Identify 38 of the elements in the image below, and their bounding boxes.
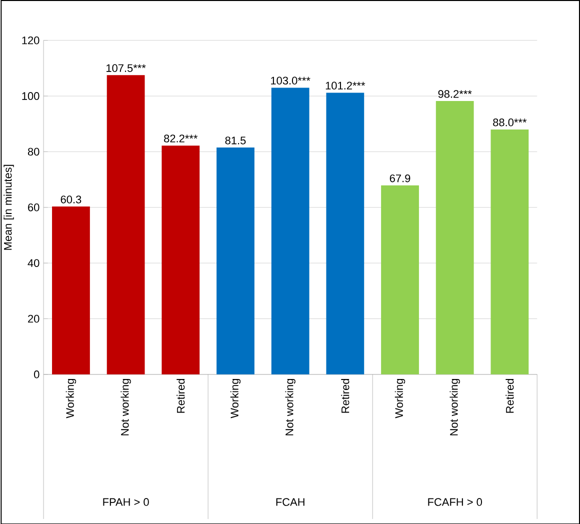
bar [490, 129, 529, 374]
x-tick-label: Retired [506, 378, 514, 412]
text: FCAFH > 0 [428, 498, 482, 506]
data-label: 82.2*** [164, 134, 198, 142]
x-tick-label: Not working [120, 378, 131, 436]
text: FPAH > 0 [103, 498, 149, 506]
text: FCAH [276, 498, 304, 506]
y-axis-title: Mean [in minutes] [4, 164, 14, 250]
bar [216, 147, 254, 374]
data-label: 88.0*** [493, 118, 527, 126]
y-tick-label: 0 [34, 370, 40, 378]
x-tick-label: Not working [285, 378, 296, 436]
bar [52, 206, 90, 374]
y-tick-label: 80 [28, 148, 40, 156]
x-tick-label: Working [66, 378, 76, 418]
y-tick-label: 60 [28, 203, 40, 212]
y-tick-label: 120 [22, 36, 40, 44]
data-label: 67.9 [390, 174, 410, 182]
data-label: 98.2*** [438, 90, 472, 98]
data-label: 60.3 [60, 195, 82, 204]
x-tick-label: Retired [341, 378, 350, 412]
data-label: 103.0*** [271, 76, 310, 84]
bar [106, 74, 145, 374]
data-label: 107.5*** [106, 64, 146, 72]
x-tick-label: Working [394, 378, 406, 418]
data-label: 81.5 [225, 136, 246, 144]
x-tick-label: Retired [176, 378, 185, 412]
bar [381, 185, 419, 374]
bar [271, 87, 310, 374]
bar [162, 145, 200, 374]
data-label: 101.2*** [326, 82, 366, 90]
y-tick-label: 20 [28, 314, 40, 322]
y-tick-label: 100 [22, 92, 40, 100]
bar [326, 92, 364, 374]
bar [436, 100, 474, 374]
x-tick-label: Not working [450, 378, 460, 436]
x-tick-label: Working [230, 378, 241, 418]
y-tick-label: 40 [28, 258, 40, 267]
